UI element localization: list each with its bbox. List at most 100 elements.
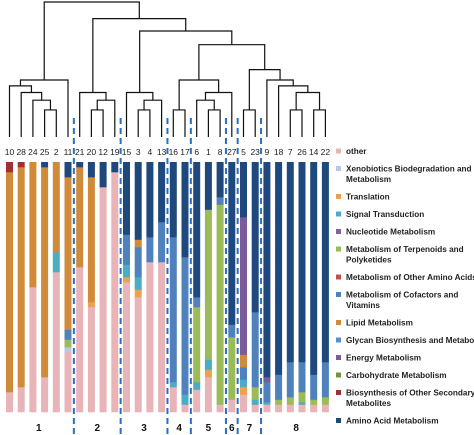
bar-segment-10-8 [6,172,13,393]
dendrogram-link-24 [139,30,233,93]
legend-label-2-0: Translation [346,193,390,202]
bar-segment-22-0 [321,404,329,413]
bar-segment-27-7 [228,324,236,338]
legend-label-12-1: Metabolites [346,399,391,408]
bar-segment-11-5 [64,339,72,348]
bar-19 [111,162,119,413]
dendrogram-link-2 [20,91,43,137]
bar-23 [251,162,259,413]
bar-segment-7-5 [286,397,294,405]
bar-segment-23-7 [251,312,259,388]
legend-item-5: Metabolism of Terpenoids and Polyketides [336,245,464,265]
tick-label-26: 26 [297,147,307,157]
bar-segment-11-1 [64,347,72,353]
sample-tick-labels: 10 28 24 25 2 11 21 20 12 19 15 3 4 13 16 17 6 1 8 27 5 23 9 18… [5,147,331,157]
bar-segment-23-13 [251,162,259,313]
bar-segment-14-0 [310,404,318,413]
legend-item-13: Amino Acid Metabolism [336,417,439,426]
bar-segment-21-8 [76,167,84,268]
tick-label-14: 14 [309,147,319,157]
bar-segment-27-13 [228,162,236,325]
bar-segment-3-7 [134,247,142,278]
bar-segment-17-7 [181,257,189,395]
bar-segment-9-7 [263,382,271,403]
bar-segment-21-0 [76,267,84,413]
legend-item-9: Glycan Biosynthesis and Metabolism [336,336,474,345]
bar-segment-6-13 [193,162,201,298]
bar-segment-2-0 [52,272,60,413]
dendrogram-link-21 [266,79,294,137]
legend-swatch-9 [336,337,341,343]
bar-segment-8-7 [216,197,224,205]
tick-label-8: 8 [218,147,223,157]
tick-label-25: 25 [40,147,50,157]
cluster-label-4: 4 [176,423,182,434]
bar-segment-14-5 [310,399,318,405]
tick-label-23: 23 [250,147,260,157]
dendrogram-link-1 [32,99,52,137]
cluster-label-5: 5 [206,423,212,434]
legend-item-10: Energy Metabolism [336,354,421,363]
bar-segment-5-3 [240,379,247,388]
bar-segment-6-7 [193,297,201,308]
legend-swatch-5 [336,246,341,252]
bar-segment-13-0 [158,262,166,413]
cluster-label-2: 2 [94,423,100,434]
tick-label-9: 9 [265,147,270,157]
bar-9 [263,162,271,413]
legend-swatch-13 [336,418,341,423]
legend-label-10-0: Energy Metabolism [346,354,421,363]
tick-label-18: 18 [274,147,284,157]
dendrogram-link-10 [125,91,154,137]
cluster-label-7: 7 [247,423,253,434]
legend-swatch-0 [336,148,341,154]
bar-segment-9-0 [263,404,271,413]
bar-segment-2-8 [52,162,60,253]
legend-label-6-0: Metabolism of Other Amino Acids [346,273,474,282]
dendrogram-link-14 [242,109,256,137]
tick-label-5: 5 [241,147,246,157]
tick-label-22: 22 [321,147,331,157]
legend-label-13-0: Amino Acid Metabolism [346,417,439,426]
bar-segment-11-13 [64,162,72,178]
legend-label-5-1: Polyketides [346,256,392,265]
bar-segment-28-12 [17,162,25,168]
bar-segment-5-2 [240,387,247,395]
tick-label-19: 19 [110,147,120,157]
bar-segment-11-7 [64,329,72,340]
cluster-label-8: 8 [293,423,299,434]
legend-swatch-10 [336,355,341,360]
bar-22 [321,162,329,413]
bar-segment-15-7 [123,234,130,265]
bar-segment-5-10 [240,217,247,355]
dendrogram-link-16 [178,79,220,110]
bar-segment-11-8 [64,177,72,330]
tick-label-27: 27 [227,147,237,157]
legend-swatch-6 [336,274,341,280]
bar-26 [298,162,306,413]
bar-segment-6-3 [193,382,201,390]
tick-label-4: 4 [148,147,153,157]
legend-item-3: Signal Transduction [336,210,424,219]
dendrogram-link-9 [143,99,163,137]
bar-segment-15-0 [123,282,130,413]
bar-segment-15-3 [123,264,130,278]
tick-label-21: 21 [75,147,85,157]
legend-swatch-2 [336,194,341,199]
legend-label-7-1: Vitamins [346,301,380,310]
bar-segment-13-13 [158,162,166,223]
bar-8 [216,162,224,413]
bar-segment-24-8 [29,162,37,288]
bar-segment-3-2 [134,289,142,298]
tick-label-7: 7 [288,147,293,157]
bar-segment-26-7 [298,362,306,393]
bar-segment-8-0 [216,404,224,413]
legend-item-2: Translation [336,193,390,202]
bar-segment-18-13 [275,162,283,375]
bar-12 [99,162,107,413]
bar-segment-25-0 [41,377,49,413]
bar-segment-5-8 [240,354,247,368]
bar-5 [240,162,247,413]
